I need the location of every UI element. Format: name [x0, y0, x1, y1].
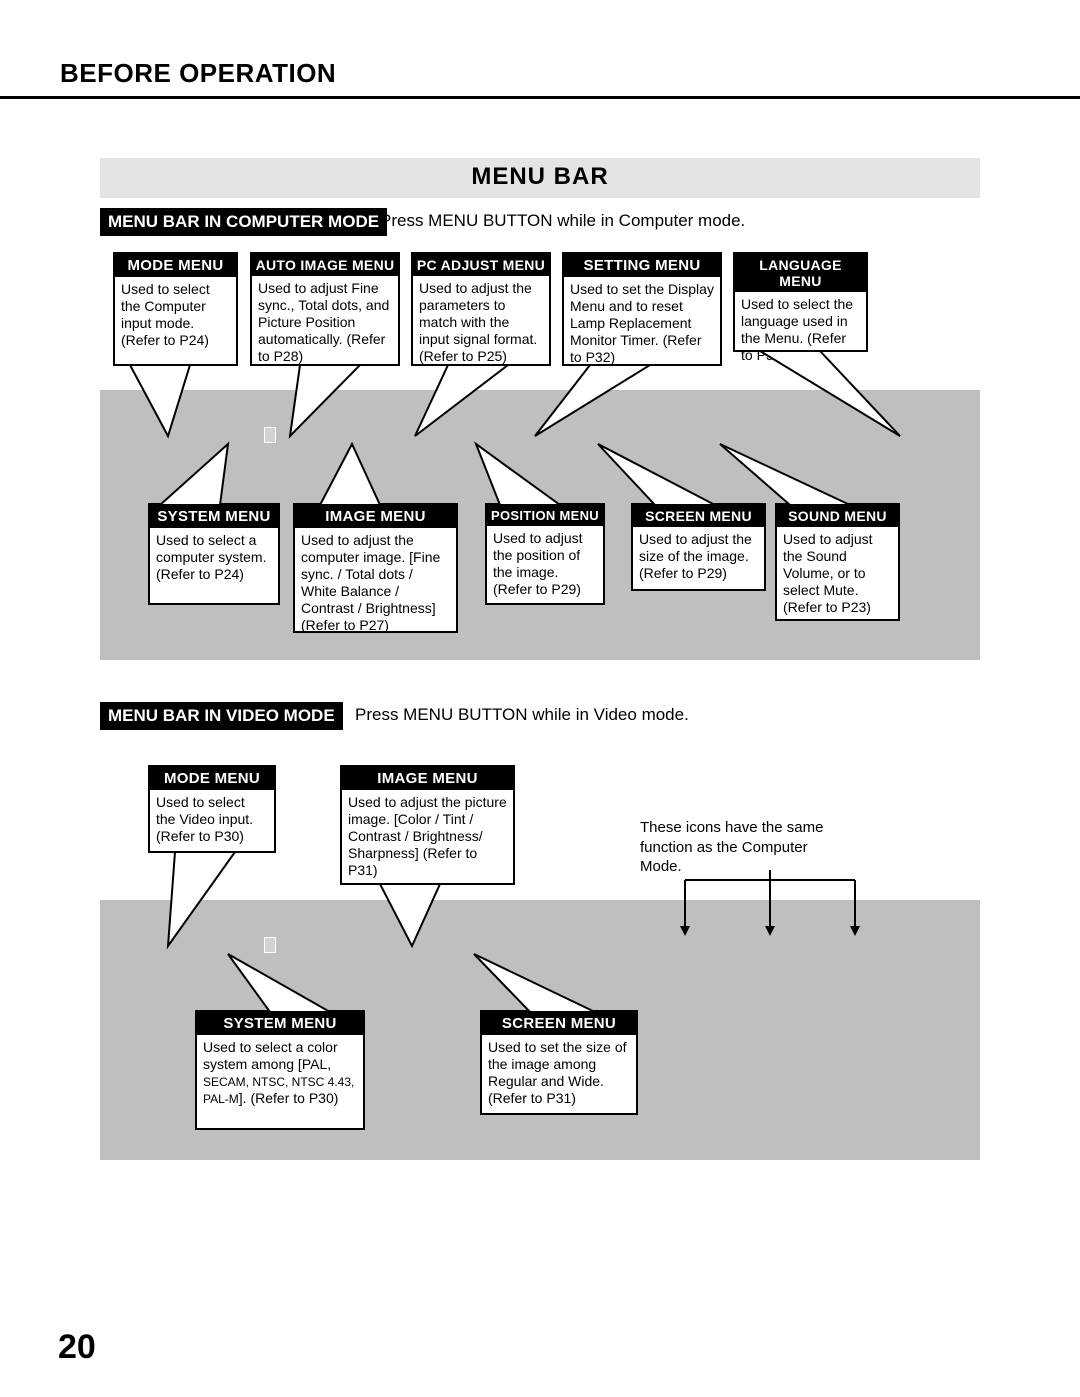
callout-pointer — [378, 884, 442, 948]
menu-indicator-icon — [264, 937, 276, 953]
callout-pointer — [318, 444, 382, 506]
callout-pointer — [226, 954, 332, 1013]
comp-bottom-callout-3-body: Used to adjust the size of the image. (R… — [633, 527, 764, 588]
comp-top-callout-2-body: Used to adjust the parameters to match w… — [413, 276, 549, 371]
comp-top-callout-3: SETTING MENUUsed to set the Display Menu… — [562, 252, 722, 366]
vid-bottom-callout-1: SCREEN MENUUsed to set the size of the i… — [480, 1010, 638, 1115]
vid-top-callout-1-title: IMAGE MENU — [342, 767, 513, 790]
vid-bottom-callout-1-body: Used to set the size of the image among … — [482, 1035, 636, 1113]
comp-bottom-callout-1-title: IMAGE MENU — [295, 505, 456, 528]
comp-bottom-callout-2-title: POSITION MENU — [487, 505, 603, 526]
vid-top-callout-0-body: Used to select the Video input. (Refer t… — [150, 790, 274, 851]
video-mode-caption: Press MENU BUTTON while in Video mode. — [355, 705, 689, 725]
callout-pointer — [474, 444, 562, 506]
page-title: BEFORE OPERATION — [60, 58, 336, 89]
video-mode-note: These icons have the same function as th… — [640, 818, 840, 877]
video-mode-label: MENU BAR IN VIDEO MODE — [100, 702, 343, 730]
computer-mode-label: MENU BAR IN COMPUTER MODE — [100, 208, 387, 236]
comp-top-callout-1-body: Used to adjust Fine sync., Total dots, a… — [252, 276, 398, 371]
comp-bottom-callout-4-body: Used to adjust the Sound Volume, or to s… — [777, 527, 898, 622]
menu-indicator-icon — [264, 427, 276, 443]
comp-bottom-callout-3: SCREEN MENUUsed to adjust the size of th… — [631, 503, 766, 591]
comp-bottom-callout-2: POSITION MENUUsed to adjust the position… — [485, 503, 605, 605]
vid-top-callout-1: IMAGE MENUUsed to adjust the picture ima… — [340, 765, 515, 885]
vid-top-callout-0-title: MODE MENU — [150, 767, 274, 790]
callout-pointer — [166, 852, 237, 948]
vid-top-callout-0: MODE MENUUsed to select the Video input.… — [148, 765, 276, 853]
comp-bottom-callout-0-title: SYSTEM MENU — [150, 505, 278, 528]
comp-bottom-callout-4-title: SOUND MENU — [777, 505, 898, 527]
comp-bottom-callout-0: SYSTEM MENUUsed to select a computer sys… — [148, 503, 280, 605]
computer-mode-caption: Press MENU BUTTON while in Computer mode… — [380, 211, 745, 231]
same-function-arrows — [665, 870, 875, 940]
comp-top-callout-3-title: SETTING MENU — [564, 254, 720, 277]
vid-bottom-callout-0-body: Used to select a color system among [PAL… — [197, 1035, 363, 1113]
callout-pointer — [158, 444, 230, 506]
comp-bottom-callout-0-body: Used to select a computer system. (Refer… — [150, 528, 278, 589]
section-title: MENU BAR — [100, 158, 980, 198]
title-rule — [0, 96, 1080, 99]
comp-top-callout-0-body: Used to select the Computer input mode. … — [115, 277, 236, 355]
vid-bottom-callout-0-title: SYSTEM MENU — [197, 1012, 363, 1035]
callout-pointer — [758, 351, 902, 438]
comp-bottom-callout-3-title: SCREEN MENU — [633, 505, 764, 527]
callout-pointer — [596, 444, 717, 506]
callout-pointer — [472, 954, 597, 1013]
callout-pointer — [533, 365, 652, 438]
page-number: 20 — [58, 1328, 96, 1367]
comp-top-callout-2-title: PC ADJUST MENU — [413, 254, 549, 276]
comp-top-callout-4: LANGUAGE MENUUsed to select the language… — [733, 252, 868, 352]
comp-top-callout-1: AUTO IMAGE MENUUsed to adjust Fine sync.… — [250, 252, 400, 366]
vid-top-callout-1-body: Used to adjust the picture image. [Color… — [342, 790, 513, 885]
comp-bottom-callout-4: SOUND MENUUsed to adjust the Sound Volum… — [775, 503, 900, 621]
callout-pointer — [413, 365, 510, 438]
comp-bottom-callout-2-body: Used to adjust the position of the image… — [487, 526, 603, 604]
comp-top-callout-2: PC ADJUST MENUUsed to adjust the paramet… — [411, 252, 551, 366]
vid-bottom-callout-0: SYSTEM MENUUsed to select a color system… — [195, 1010, 365, 1130]
comp-bottom-callout-1-body: Used to adjust the computer image. [Fine… — [295, 528, 456, 640]
comp-top-callout-3-body: Used to set the Display Menu and to rese… — [564, 277, 720, 372]
comp-top-callout-4-title: LANGUAGE MENU — [735, 254, 866, 292]
callout-pointer — [128, 365, 192, 438]
vid-bottom-callout-1-title: SCREEN MENU — [482, 1012, 636, 1035]
comp-bottom-callout-1: IMAGE MENUUsed to adjust the computer im… — [293, 503, 458, 633]
comp-top-callout-0: MODE MENUUsed to select the Computer inp… — [113, 252, 238, 366]
comp-top-callout-1-title: AUTO IMAGE MENU — [252, 254, 398, 276]
comp-top-callout-0-title: MODE MENU — [115, 254, 236, 277]
callout-pointer — [718, 444, 852, 506]
callout-pointer — [288, 365, 362, 438]
